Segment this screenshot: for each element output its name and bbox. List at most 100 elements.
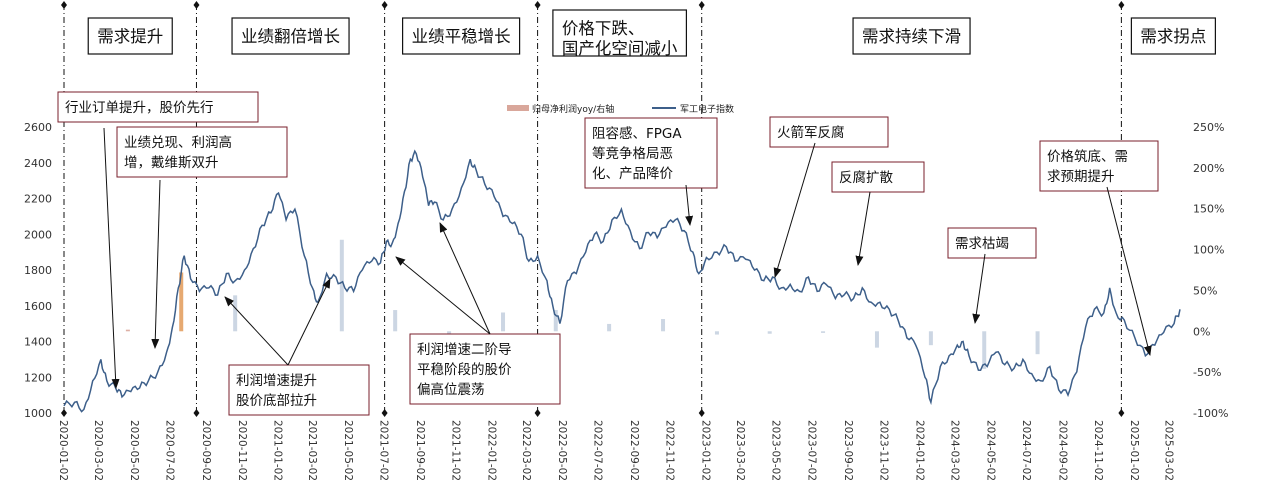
annotation-text: 求预期提升 bbox=[1047, 169, 1115, 185]
y2-tick-label: 150% bbox=[1193, 203, 1224, 216]
x-tick-label: 2021-01-02 bbox=[272, 420, 284, 481]
annotation-arrow bbox=[972, 253, 986, 324]
annotation-box bbox=[228, 364, 370, 416]
x-tick-label: 2021-09-02 bbox=[414, 420, 426, 481]
annotation-box bbox=[831, 161, 925, 193]
phase-label: 需求持续下滑 bbox=[862, 27, 961, 46]
phase-divider-marker-top bbox=[193, 1, 200, 9]
annotation-text: 反腐扩散 bbox=[839, 170, 893, 186]
annotation-text: 平稳阶段的股价 bbox=[417, 362, 512, 378]
profit-bar bbox=[874, 331, 879, 348]
phase-label: 业绩平稳增长 bbox=[412, 27, 511, 46]
annotation-box bbox=[1039, 140, 1159, 192]
y-axis-left: 1000 1200 1400 1600 1800 2000 2200 2400 2600 bbox=[24, 121, 52, 420]
x-tick-label: 2024-09-02 bbox=[1056, 420, 1068, 481]
x-tick-label: 2020-09-02 bbox=[200, 420, 212, 481]
annotation-arrow bbox=[103, 127, 120, 389]
divider-layer bbox=[61, 1, 1125, 417]
y-tick-label: 2400 bbox=[24, 157, 52, 170]
y2-tick-label: 0% bbox=[1193, 325, 1210, 338]
annotation-text: 化、产品降价 bbox=[592, 166, 673, 182]
annotation-text: 行业订单提升，股价先行 bbox=[65, 100, 214, 116]
y-axis-right: -100% -50% 0% 50% 100% 150% 200% 250% bbox=[1193, 121, 1228, 420]
annotation-text: 业绩兑现、利润高 bbox=[124, 134, 232, 151]
annotation-box bbox=[584, 117, 718, 189]
y2-tick-label: 100% bbox=[1193, 244, 1224, 257]
x-tick-label: 2023-07-02 bbox=[805, 420, 817, 481]
annotation-box bbox=[116, 126, 288, 178]
profit-bar bbox=[928, 331, 933, 346]
x-tick-label: 2023-01-02 bbox=[699, 420, 711, 481]
x-tick-label: 2022-07-02 bbox=[592, 420, 604, 481]
annotation-arrow bbox=[151, 179, 161, 349]
phase-label-box bbox=[552, 9, 688, 57]
phase-label-box bbox=[87, 17, 173, 55]
bar-layer bbox=[125, 239, 1040, 369]
phase-divider-marker-bottom bbox=[193, 409, 200, 417]
y2-tick-label: 50% bbox=[1193, 284, 1217, 297]
y2-tick-label: -50% bbox=[1193, 366, 1221, 379]
x-tick-label: 2020-05-02 bbox=[128, 420, 140, 481]
profit-bar bbox=[233, 295, 238, 332]
profit-bar bbox=[714, 331, 719, 335]
annotation-arrow bbox=[439, 222, 491, 335]
index-line bbox=[63, 149, 1181, 413]
x-tick-label: 2022-05-02 bbox=[556, 420, 568, 481]
legend: 归母净利润yoy/右轴 军工电子指数 bbox=[507, 103, 734, 115]
y2-tick-label: -100% bbox=[1193, 407, 1228, 420]
phase-label: 需求拐点 bbox=[1140, 27, 1206, 46]
y2-tick-label: 250% bbox=[1193, 121, 1224, 134]
x-axis: 2020-01-02 2020-03-02 2020-05-02 2020-07-02… bbox=[57, 420, 1174, 481]
x-tick-label: 2022-11-02 bbox=[664, 420, 676, 481]
x-tick-label: 2020-01-02 bbox=[57, 420, 69, 481]
phase-divider-marker-bottom bbox=[381, 409, 388, 417]
profit-bar bbox=[553, 310, 558, 332]
profit-bar bbox=[179, 272, 184, 332]
phase-label-box bbox=[231, 17, 350, 55]
x-tick-label: 2023-03-02 bbox=[734, 420, 746, 481]
x-tick-label: 2025-03-02 bbox=[1162, 420, 1174, 481]
phase-divider-marker-top bbox=[698, 1, 705, 9]
annotation-box bbox=[409, 333, 561, 405]
profit-bar bbox=[982, 331, 987, 369]
profit-bar bbox=[501, 312, 506, 332]
annotation-arrow bbox=[224, 296, 289, 366]
profit-bar bbox=[339, 239, 344, 332]
y2-tick-label: 200% bbox=[1193, 162, 1224, 175]
x-tick-label: 2023-11-02 bbox=[878, 420, 890, 481]
annotation-text: 利润增速提升 bbox=[236, 373, 317, 389]
phase-label: 需求提升 bbox=[97, 27, 163, 46]
annotation-arrow bbox=[395, 256, 491, 335]
phase-label: 国产化空间减小 bbox=[562, 39, 678, 58]
x-tick-label: 2023-09-02 bbox=[842, 420, 854, 481]
x-tick-label: 2020-11-02 bbox=[236, 420, 248, 481]
y-tick-label: 1800 bbox=[24, 264, 52, 277]
phase-divider-marker-top bbox=[534, 1, 541, 9]
x-tick-label: 2022-03-02 bbox=[520, 420, 532, 481]
annotation-text: 偏高位震荡 bbox=[417, 381, 485, 398]
phase-divider-marker-top bbox=[1118, 1, 1125, 9]
y-tick-label: 2000 bbox=[24, 228, 52, 241]
phase-divider-marker-bottom bbox=[1118, 409, 1125, 417]
y-tick-label: 2600 bbox=[24, 121, 52, 134]
phase-label: 价格下跌、 bbox=[562, 19, 645, 38]
x-tick-label: 2023-05-02 bbox=[770, 420, 782, 481]
phase-label-box bbox=[1130, 17, 1216, 55]
annotation-box bbox=[947, 227, 1037, 259]
profit-bar bbox=[767, 331, 772, 334]
x-tick-label: 2021-05-02 bbox=[342, 420, 354, 481]
profit-bar bbox=[393, 310, 398, 332]
y-tick-label: 1400 bbox=[24, 336, 52, 349]
phase-divider-marker-top bbox=[61, 1, 67, 9]
annotation-text: 增，戴维斯双升 bbox=[124, 155, 219, 171]
annotation-box bbox=[769, 116, 889, 148]
x-tick-label: 2021-03-02 bbox=[306, 420, 318, 481]
annotation-text: 等竞争格局恶 bbox=[592, 145, 673, 162]
annotation-arrow bbox=[685, 184, 694, 226]
x-tick-label: 2024-03-02 bbox=[949, 420, 961, 481]
x-tick-label: 2022-09-02 bbox=[628, 420, 640, 481]
legend-swatch-profit bbox=[507, 105, 529, 111]
legend-label-index: 军工电子指数 bbox=[680, 103, 734, 115]
annotation-arrow bbox=[855, 191, 871, 266]
